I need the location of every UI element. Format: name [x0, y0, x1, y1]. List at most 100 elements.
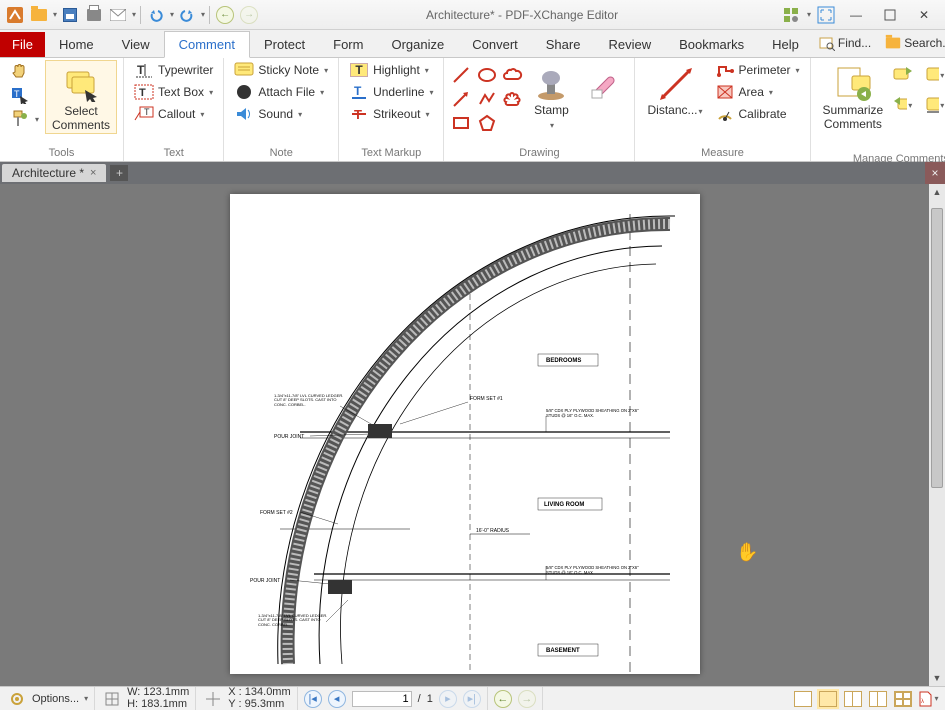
new-tab-button[interactable]: + — [110, 165, 128, 181]
tab-organize[interactable]: Organize — [377, 32, 458, 57]
find-button[interactable]: Find... — [813, 33, 877, 53]
prev-page-button[interactable]: ◂ — [328, 690, 346, 708]
distance-button[interactable]: Distanc...▾ — [641, 60, 708, 118]
tab-form[interactable]: Form — [319, 32, 377, 57]
tab-help[interactable]: Help — [758, 32, 813, 57]
layout-facing-button[interactable] — [842, 689, 864, 709]
history-back-button[interactable]: ← — [494, 690, 512, 708]
layout-continuous-button[interactable] — [817, 689, 839, 709]
layout-grid-button[interactable] — [892, 689, 914, 709]
hand-tool-button[interactable] — [6, 60, 43, 82]
radius-text: 16'-0" RADIUS — [476, 528, 510, 534]
typewriter-button[interactable]: TTypewriter — [130, 60, 217, 80]
nav-fwd-icon[interactable]: → — [238, 4, 260, 26]
format-painter-button[interactable]: ▾ — [6, 108, 43, 130]
export-comments-button[interactable]: ▾ — [891, 94, 913, 116]
oval-tool[interactable] — [476, 64, 498, 86]
scroll-thumb[interactable] — [931, 208, 943, 488]
document-tab-close-icon[interactable]: × — [90, 167, 96, 179]
strikeout-button[interactable]: TStrikeout▾ — [345, 104, 437, 124]
show-comments-button[interactable]: ▾ — [923, 64, 945, 86]
svg-text:T: T — [354, 84, 362, 98]
select-comments-button[interactable]: Select Comments — [45, 60, 117, 134]
options-gear-icon[interactable] — [6, 689, 28, 709]
find-label: Find... — [838, 36, 871, 50]
vertical-scrollbar[interactable]: ▲ ▼ — [929, 184, 945, 686]
tab-review[interactable]: Review — [594, 32, 665, 57]
polyline-tool[interactable] — [476, 88, 498, 110]
scroll-down-button[interactable]: ▼ — [929, 670, 945, 686]
email-icon[interactable] — [107, 4, 129, 26]
next-page-button[interactable]: ▸ — [439, 690, 457, 708]
redo-icon[interactable] — [176, 4, 198, 26]
calibrate-button[interactable]: Calibrate — [711, 104, 804, 124]
text-select-tool-button[interactable]: T — [6, 84, 43, 106]
tab-comment[interactable]: Comment — [164, 31, 250, 58]
pourjoint1-text: POUR JOINT — [274, 434, 304, 440]
x-value: 134.0mm — [245, 686, 291, 698]
undo-icon[interactable] — [145, 4, 167, 26]
tab-protect[interactable]: Protect — [250, 32, 319, 57]
layout-single-button[interactable] — [792, 689, 814, 709]
tab-home[interactable]: Home — [45, 32, 108, 57]
app-icon[interactable] — [4, 4, 26, 26]
rect-tool[interactable] — [450, 112, 472, 134]
polygon-tool[interactable] — [476, 112, 498, 134]
tab-share[interactable]: Share — [532, 32, 595, 57]
history-fwd-button[interactable]: → — [518, 690, 536, 708]
options-label[interactable]: Options... — [32, 693, 79, 705]
line-tool[interactable] — [450, 64, 472, 86]
save-icon[interactable] — [59, 4, 81, 26]
sticky-note-label: Sticky Note — [258, 63, 319, 77]
email-dropdown[interactable]: ▾ — [132, 10, 136, 19]
area-button[interactable]: Area▾ — [711, 82, 804, 102]
attach-file-button[interactable]: Attach File▾ — [230, 82, 332, 102]
callout-button[interactable]: TCallout▾ — [130, 104, 217, 124]
open-icon[interactable] — [28, 4, 50, 26]
print-icon[interactable] — [83, 4, 105, 26]
highlight-button[interactable]: THighlight▾ — [345, 60, 437, 80]
callout-label: Callout — [158, 107, 195, 121]
undo-dropdown[interactable]: ▾ — [170, 10, 174, 19]
redo-dropdown[interactable]: ▾ — [201, 10, 205, 19]
last-page-button[interactable]: ▸| — [463, 690, 481, 708]
layout-facing-cont-button[interactable] — [867, 689, 889, 709]
nav-back-icon[interactable]: ← — [214, 4, 236, 26]
sound-button[interactable]: Sound▾ — [230, 104, 332, 124]
document-tab[interactable]: Architecture * × — [2, 164, 106, 182]
underline-button[interactable]: TUnderline▾ — [345, 82, 437, 102]
arrow-tool[interactable] — [450, 88, 472, 110]
flatten-comments-button[interactable]: ▾ — [923, 94, 945, 116]
first-page-button[interactable]: |◂ — [304, 690, 322, 708]
textbox-label: Text Box — [158, 85, 204, 99]
close-button[interactable]: ✕ — [909, 4, 939, 26]
ui-options-icon[interactable] — [780, 4, 802, 26]
minimize-button[interactable]: — — [841, 4, 871, 26]
scroll-track[interactable] — [929, 200, 945, 670]
import-comments-button[interactable] — [891, 64, 913, 86]
perimeter-button[interactable]: Perimeter▾ — [711, 60, 804, 80]
pdf-export-button[interactable]: λ▾ — [917, 689, 939, 709]
page-number-input[interactable] — [352, 691, 412, 707]
tab-bookmarks[interactable]: Bookmarks — [665, 32, 758, 57]
textbox-button[interactable]: TText Box▾ — [130, 82, 217, 102]
close-all-tabs-button[interactable]: × — [925, 162, 945, 184]
svg-text:T: T — [139, 87, 146, 99]
open-dropdown[interactable]: ▾ — [53, 10, 57, 19]
maximize-button[interactable] — [875, 4, 905, 26]
sticky-note-button[interactable]: Sticky Note▾ — [230, 60, 332, 80]
tab-convert[interactable]: Convert — [458, 32, 532, 57]
search-button[interactable]: Search... — [879, 34, 945, 52]
summarize-comments-button[interactable]: Summarize Comments — [817, 60, 890, 132]
polycloud-tool[interactable] — [502, 88, 524, 110]
attach-file-label: Attach File — [258, 85, 315, 99]
canvas-area[interactable]: 16'-0" RADIUS BEDROOMS LIVING ROOM BASEM… — [0, 184, 929, 686]
file-tab[interactable]: File — [0, 32, 45, 57]
scroll-up-button[interactable]: ▲ — [929, 184, 945, 200]
fullscreen-icon[interactable] — [815, 4, 837, 26]
stamp-button[interactable]: Stamp ▾ — [526, 60, 576, 132]
tab-view[interactable]: View — [108, 32, 164, 57]
cloud-tool[interactable] — [502, 64, 524, 86]
ui-options-dropdown[interactable]: ▾ — [807, 10, 811, 19]
eraser-button[interactable] — [578, 60, 628, 118]
